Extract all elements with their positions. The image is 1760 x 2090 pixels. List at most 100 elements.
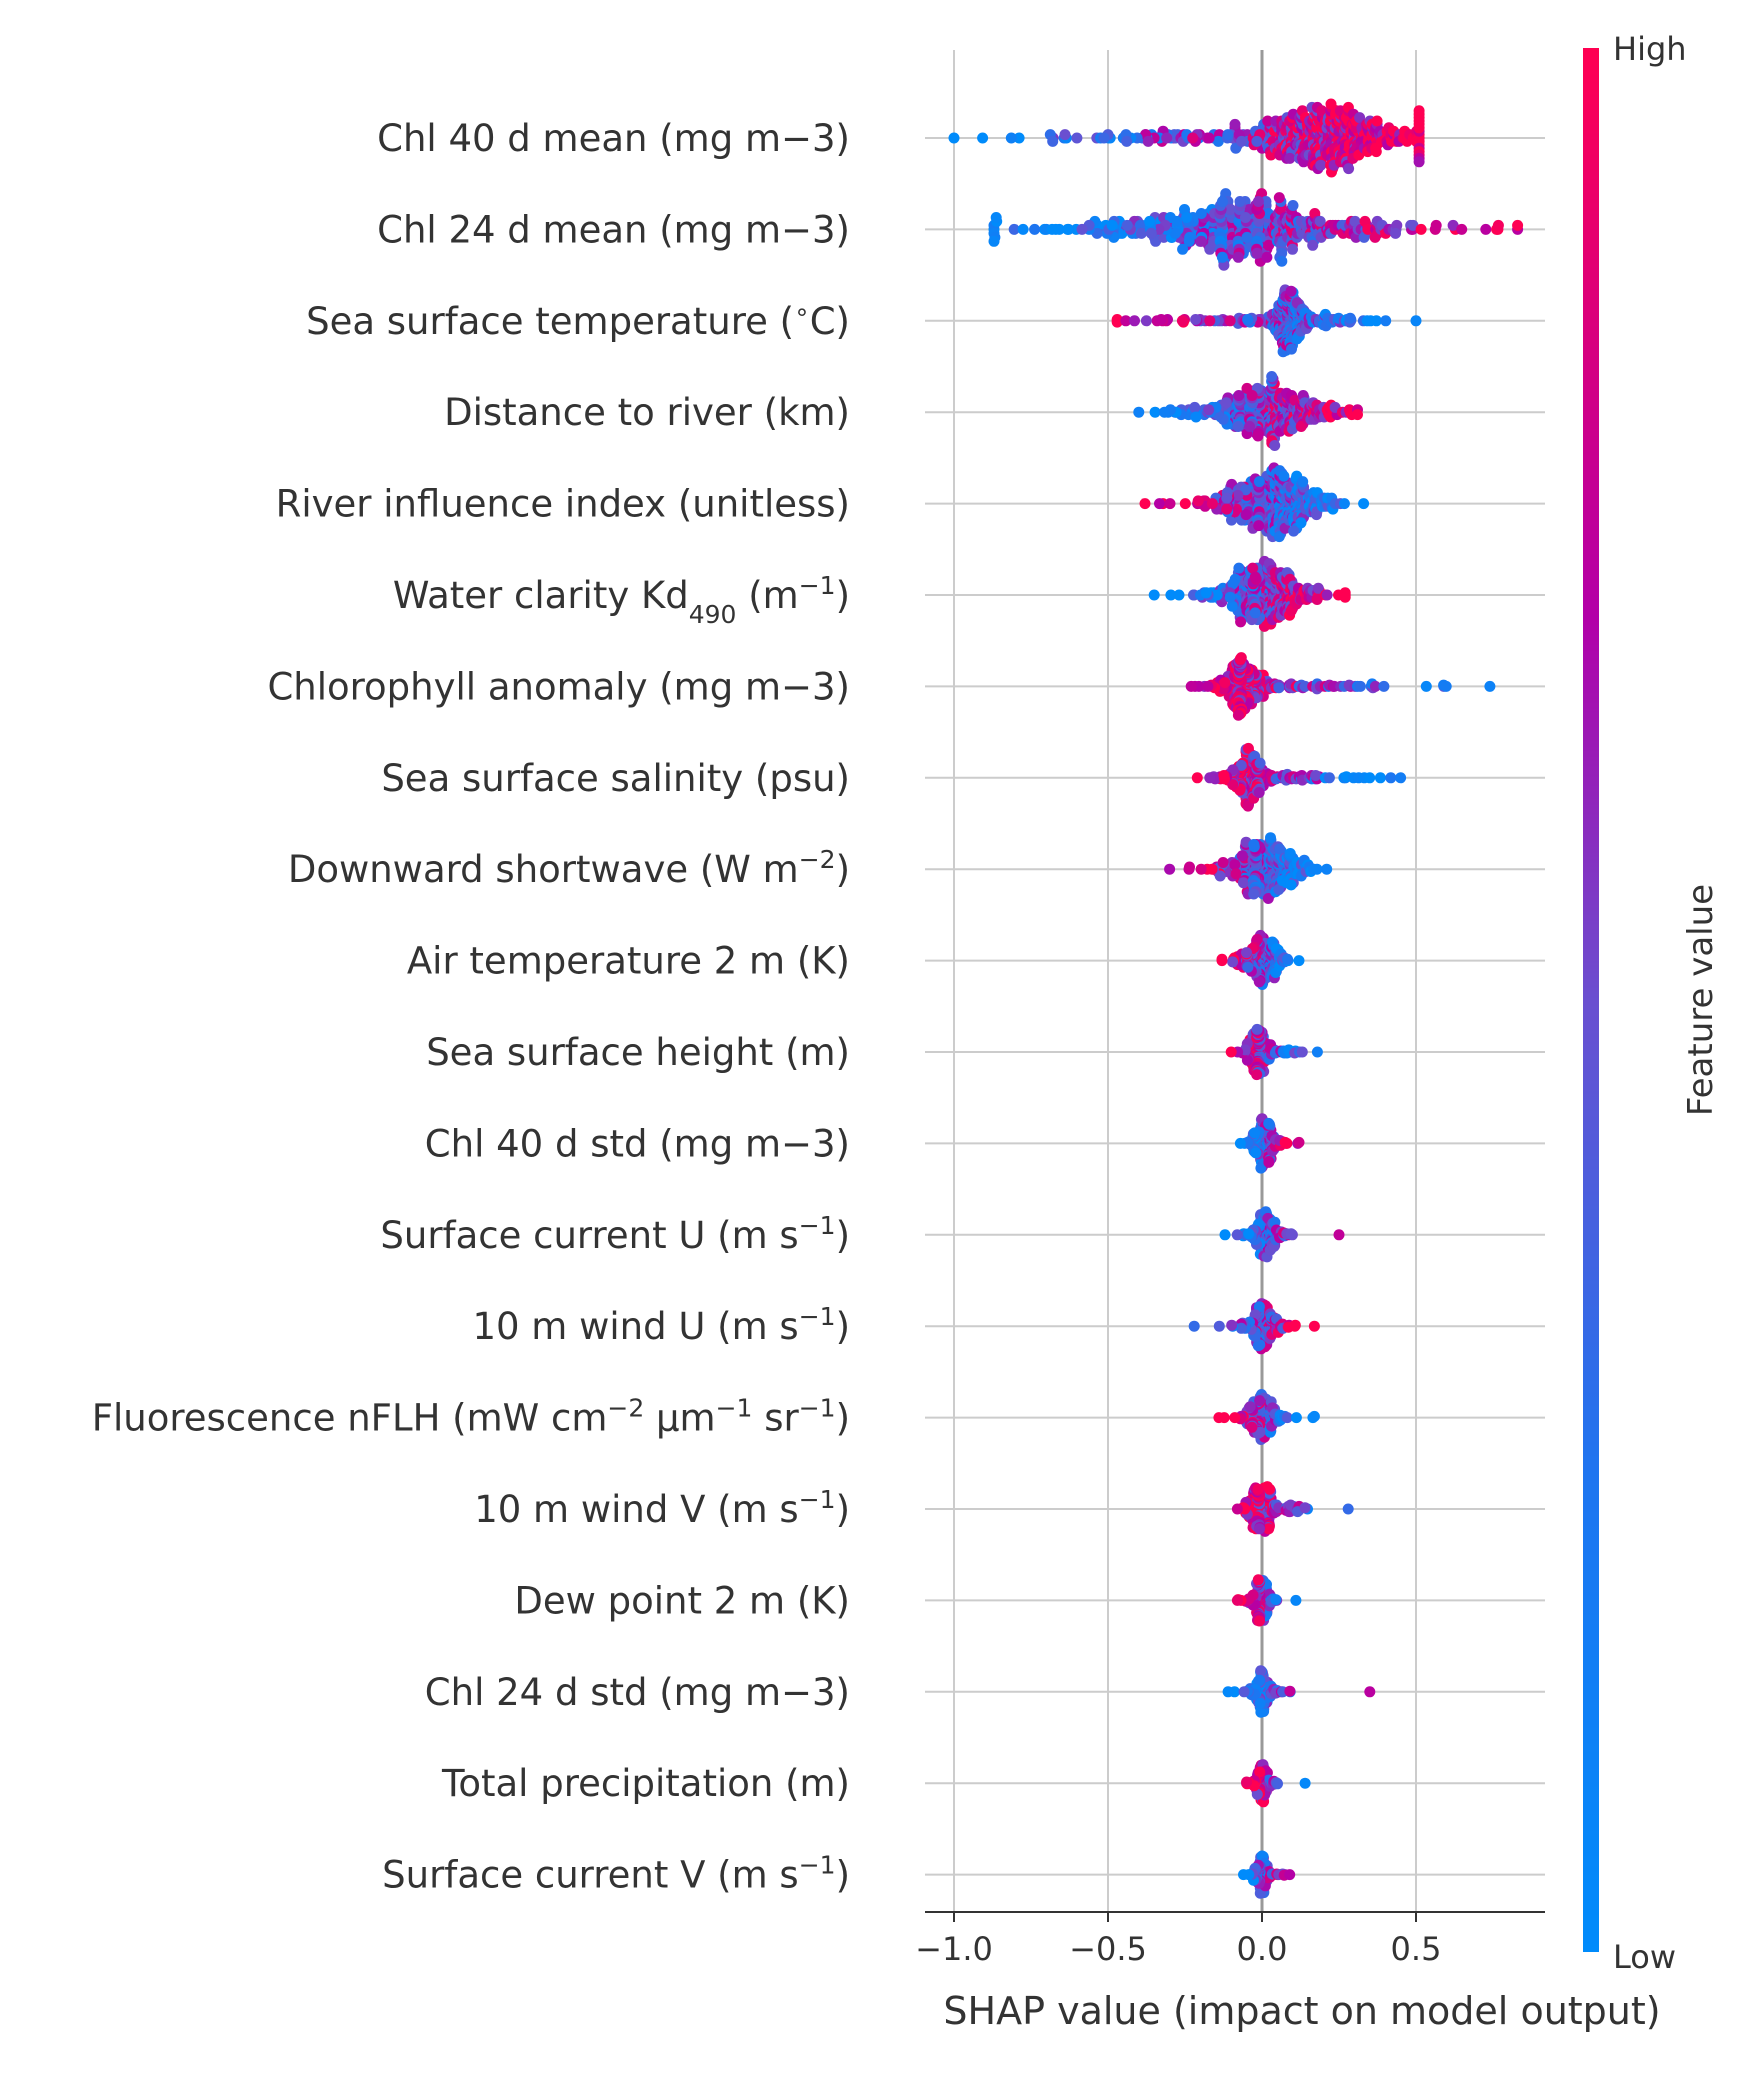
shap-dot xyxy=(1179,498,1191,510)
shap-dot xyxy=(1285,1228,1297,1240)
shap-dot xyxy=(1203,404,1215,416)
shap-dot xyxy=(1344,312,1356,324)
shap-dot xyxy=(1413,156,1425,168)
shap-dot xyxy=(1358,498,1370,510)
shap-dot xyxy=(1226,1319,1238,1331)
shap-dot xyxy=(977,132,989,144)
shap-dot xyxy=(1236,850,1248,862)
feature-dot-row xyxy=(1139,462,1370,543)
shap-dot xyxy=(1296,1046,1308,1058)
shap-dot xyxy=(1232,709,1244,721)
shap-dot xyxy=(1188,1320,1200,1332)
shap-dot xyxy=(1410,315,1422,327)
shap-dot xyxy=(1273,192,1285,204)
feature-dot-row xyxy=(1216,929,1305,990)
shap-dot xyxy=(1230,868,1242,880)
shap-dot xyxy=(1212,135,1224,147)
shap-dot xyxy=(1249,571,1261,583)
shap-dot xyxy=(1242,961,1254,973)
shap-dot xyxy=(1218,770,1230,781)
shap-dot xyxy=(1293,1136,1305,1148)
shap-dot xyxy=(1235,652,1247,664)
shap-dot xyxy=(1251,1023,1263,1035)
shap-dot xyxy=(1059,129,1071,141)
shap-dot xyxy=(1251,247,1263,259)
shap-dot xyxy=(1315,159,1327,171)
grid-layer xyxy=(953,50,1417,1912)
shap-dot xyxy=(1216,953,1228,965)
shap-dot xyxy=(1285,285,1297,297)
shap-dot xyxy=(1262,115,1274,127)
shap-dot xyxy=(1229,118,1241,130)
shap-dot xyxy=(1254,757,1266,769)
shap-dot xyxy=(1013,132,1025,144)
shap-dot xyxy=(1232,251,1244,263)
feature-dot-row xyxy=(1185,652,1496,721)
shap-dot xyxy=(1155,314,1167,325)
shap-dot xyxy=(1154,498,1165,510)
shap-dot xyxy=(1293,955,1305,967)
shap-dot xyxy=(1252,196,1264,207)
shap-dot xyxy=(1017,223,1029,235)
shap-dot xyxy=(1189,401,1201,413)
shap-dot xyxy=(1285,879,1297,891)
shap-dot xyxy=(1144,215,1156,227)
shap-dot xyxy=(1273,682,1285,694)
shap-dot xyxy=(1234,196,1246,207)
shap-dot xyxy=(1111,316,1123,328)
shap-dot xyxy=(1251,135,1263,147)
shap-dot xyxy=(988,235,1000,247)
shap-dot xyxy=(1190,314,1202,325)
shap-dot xyxy=(1231,1229,1243,1241)
shap-dot xyxy=(1314,215,1326,227)
shap-dot xyxy=(990,212,1002,223)
shap-dot xyxy=(1420,680,1432,692)
shap-dot xyxy=(1390,227,1401,239)
shap-dot xyxy=(1190,411,1202,423)
shap-dot xyxy=(1456,223,1468,235)
shap-dot xyxy=(1354,680,1366,692)
shap-dot xyxy=(1370,315,1382,327)
shap-dots xyxy=(948,98,1524,1899)
shap-dot xyxy=(1480,223,1492,235)
shap-dot xyxy=(1121,135,1133,147)
shap-dot xyxy=(1221,492,1233,504)
shap-dot xyxy=(1204,772,1216,784)
shap-dot xyxy=(1005,132,1017,144)
shap-dot xyxy=(1295,517,1307,529)
shap-dot xyxy=(1169,227,1181,239)
shap-dot xyxy=(1251,1069,1263,1081)
shap-dot xyxy=(1282,953,1293,965)
shap-dot xyxy=(1242,314,1254,325)
shap-dot xyxy=(1047,135,1059,147)
shap-dot xyxy=(1195,863,1207,875)
shap-dot xyxy=(1371,115,1383,127)
shap-dot xyxy=(1161,132,1173,144)
shap-dot xyxy=(1204,315,1216,327)
shap-dot xyxy=(1222,129,1234,141)
shap-dot xyxy=(1269,440,1281,451)
shap-dot xyxy=(1250,1147,1262,1159)
shap-dot xyxy=(1071,132,1083,144)
shap-dot xyxy=(1140,315,1152,327)
shap-dot xyxy=(1321,863,1333,875)
shap-dot xyxy=(1284,152,1296,164)
shap-dot xyxy=(948,132,960,144)
feature-dot-row xyxy=(988,188,1524,271)
shap-dot xyxy=(1248,888,1260,900)
shap-dot xyxy=(1289,1319,1301,1331)
shap-dot xyxy=(1233,562,1245,574)
shap-dot xyxy=(1232,421,1244,432)
shap-dot xyxy=(1184,861,1195,873)
shap-dot xyxy=(1447,219,1459,231)
shap-dot xyxy=(1219,677,1231,689)
shap-dot xyxy=(1333,1229,1345,1241)
shap-dot xyxy=(1263,239,1275,251)
shap-dot xyxy=(1354,112,1366,124)
shap-dot xyxy=(1284,848,1296,859)
feature-dot-row xyxy=(1148,555,1351,632)
shap-dot xyxy=(1219,1229,1231,1241)
shap-dot xyxy=(1195,235,1207,247)
shap-dot xyxy=(1263,1117,1275,1129)
